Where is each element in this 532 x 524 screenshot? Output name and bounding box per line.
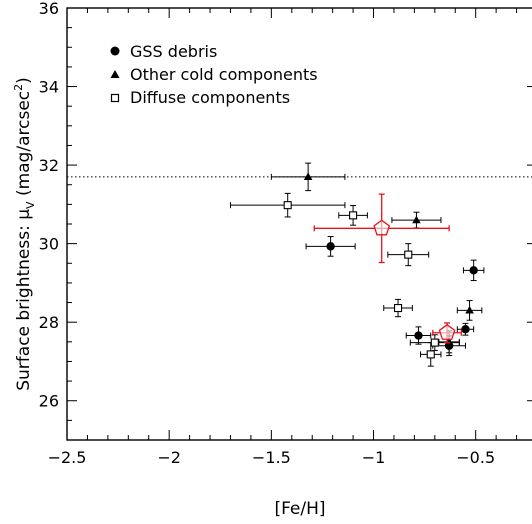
point-marker <box>469 266 478 275</box>
data-point-open-pentagon <box>432 322 463 344</box>
legend-label-diffuse: Diffuse components <box>130 88 290 107</box>
y-tick-labels: 26 28 30 32 34 36 <box>39 0 59 411</box>
point-marker <box>461 325 470 334</box>
point-marker <box>465 305 474 314</box>
data-point-filled-circle <box>456 322 475 336</box>
point-marker <box>414 331 423 340</box>
legend-marker-gss <box>110 46 120 56</box>
data-point-open-square <box>229 192 346 218</box>
point-marker <box>303 172 313 181</box>
data-point-filled-circle <box>305 236 356 257</box>
point-marker <box>438 323 456 340</box>
data-point-open-square <box>338 205 368 226</box>
x-tick-label: −2 <box>157 448 181 467</box>
y-tick-label: 26 <box>39 392 59 411</box>
data-point-open-square <box>383 298 413 318</box>
data-points <box>229 162 485 367</box>
minor-ticks <box>67 8 518 441</box>
point-marker <box>393 303 403 313</box>
point-marker <box>430 338 439 347</box>
point-marker <box>349 211 358 220</box>
x-axis-label: [Fe/H] <box>274 499 325 519</box>
x-tick-label: −0.5 <box>456 448 495 467</box>
point-marker <box>404 250 413 259</box>
point-marker <box>326 242 335 251</box>
data-point-open-pentagon <box>313 193 450 264</box>
point-marker <box>426 350 435 359</box>
legend-label-gss: GSS debris <box>130 42 217 61</box>
data-point-filled-triangle <box>456 300 483 321</box>
data-point-filled-circle <box>462 259 485 282</box>
data-point-filled-triangle <box>391 211 442 229</box>
data-point-filled-triangle <box>270 162 346 192</box>
point-marker <box>373 219 391 236</box>
y-axis-label: Surface brightness: μV (mag/arcsec2) <box>12 77 37 391</box>
x-tick-label: −1 <box>362 448 386 467</box>
legend: GSS debris Other cold components Diffuse… <box>110 42 318 107</box>
point-marker <box>283 201 292 210</box>
legend-marker-cold <box>110 70 120 78</box>
x-tick-label: −1.5 <box>252 448 291 467</box>
y-tick-label: 32 <box>39 156 59 175</box>
legend-label-cold: Other cold components <box>130 65 318 84</box>
plot-frame <box>66 7 532 441</box>
data-point-open-square <box>409 334 460 351</box>
data-point-filled-circle <box>405 326 432 345</box>
x-tick-label: −2.5 <box>48 448 87 467</box>
x-tick-labels: −2.5 −2 −1.5 −1 −0.5 <box>48 448 496 467</box>
y-tick-label: 36 <box>39 0 59 18</box>
y-tick-label: 34 <box>39 78 59 97</box>
legend-marker-diffuse <box>110 93 120 103</box>
y-tick-label: 30 <box>39 235 59 254</box>
y-tick-label: 28 <box>39 313 59 332</box>
point-marker <box>412 215 421 224</box>
data-point-open-square <box>387 243 430 267</box>
